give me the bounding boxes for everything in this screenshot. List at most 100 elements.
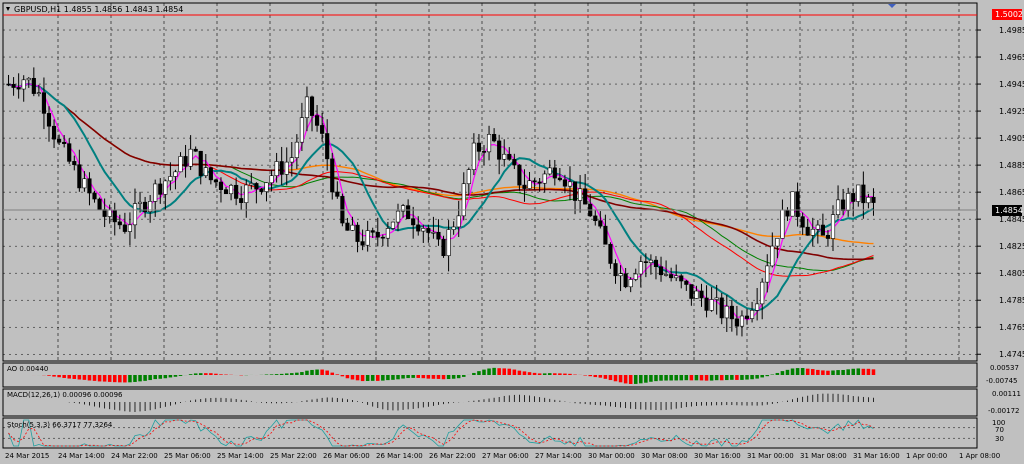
candle-body: [461, 183, 466, 217]
candle-body: [744, 315, 750, 319]
candle-body: [411, 218, 416, 226]
candle-body: [107, 209, 112, 217]
candle-body: [704, 297, 709, 311]
candle-body: [502, 153, 507, 160]
time-label: 25 Mar 06:00: [164, 452, 211, 460]
candle-body: [249, 183, 254, 186]
candle-body: [643, 261, 648, 263]
candle-body: [51, 125, 57, 140]
candle-body: [476, 142, 482, 152]
macd-histogram: [68, 393, 874, 412]
candle-body: [229, 184, 234, 195]
candle-body: [486, 134, 492, 153]
current-price-label: 1.4854: [995, 206, 1023, 215]
candle-body: [11, 83, 16, 88]
candle-body: [557, 177, 562, 181]
candle-body: [810, 228, 815, 236]
candle-body: [841, 199, 846, 211]
candle-body: [77, 164, 82, 189]
candle-body: [208, 167, 213, 181]
candle-body: [674, 275, 679, 279]
price-tick-label: 1.4985: [999, 26, 1024, 35]
time-label: 25 Mar 22:00: [270, 452, 317, 460]
candle-body: [158, 183, 163, 195]
ao-axis-bottom: -0.00745: [986, 377, 1017, 385]
stoch-axis-top: 100: [992, 419, 1005, 427]
candle-body: [552, 167, 557, 179]
candle-body: [603, 225, 608, 245]
candle-body: [623, 273, 628, 288]
candle-body: [532, 180, 537, 183]
price-tick-label: 1.4925: [999, 107, 1024, 116]
price-tick-label: 1.4965: [999, 53, 1024, 62]
candle-body: [653, 259, 659, 267]
candle-body: [729, 305, 734, 320]
stoch-signal-line: [8, 419, 874, 447]
candle-body: [658, 266, 664, 276]
price-tick-label: 1.4745: [999, 350, 1024, 359]
candle-body: [112, 209, 117, 223]
candle-body: [153, 183, 158, 202]
price-axis: 1.4985 1.4965 1.4945 1.4925 1.4905 1.4885 1.48…: [977, 26, 1024, 359]
candle-body: [370, 230, 375, 233]
price-tick-label: 1.4785: [999, 296, 1024, 305]
candle-body: [856, 184, 861, 202]
time-label: 24 Mar 2015: [5, 452, 49, 460]
candle-body: [350, 224, 355, 231]
candle-body: [234, 184, 239, 199]
candle-body: [264, 182, 269, 192]
candle-body: [132, 203, 138, 226]
time-label: 30 Mar 08:00: [641, 452, 688, 460]
time-label: 27 Mar 06:00: [482, 452, 529, 460]
candle-body: [325, 133, 330, 160]
candle-body: [36, 92, 41, 95]
stoch-label: Stoch(5,3,3) 66.3717 77.3264: [7, 421, 113, 429]
candle-body: [122, 224, 127, 232]
candle-body: [87, 178, 92, 194]
candle-body: [724, 305, 729, 319]
candle-body: [694, 290, 699, 299]
candle-body: [466, 169, 471, 185]
candle-body: [790, 191, 795, 217]
candle-body: [320, 125, 325, 134]
candle-body: [163, 180, 168, 195]
candle-body: [168, 176, 173, 182]
candle-body: [583, 188, 588, 205]
candle-body: [456, 215, 461, 228]
candle-body: [299, 117, 304, 143]
price-tick-label: 1.4865: [999, 188, 1024, 197]
time-label: 26 Mar 22:00: [429, 452, 476, 460]
candle-body: [669, 274, 674, 279]
candle-body: [517, 164, 522, 186]
candle-body: [436, 231, 441, 240]
candle-body: [664, 274, 669, 276]
candle-body: [512, 159, 517, 166]
candle-body: [431, 231, 436, 234]
candle-body: [578, 188, 583, 201]
candle-body: [72, 161, 77, 166]
candle-body: [41, 92, 47, 114]
collapse-arrow-icon[interactable]: [888, 4, 896, 8]
candle-body: [780, 209, 785, 239]
candle-body: [805, 226, 810, 236]
price-tick-label: 1.4905: [999, 134, 1024, 143]
candle-body: [395, 210, 401, 223]
candle-body: [648, 259, 653, 263]
candle-body: [714, 297, 719, 300]
stoch-level-low: 30: [995, 435, 1004, 443]
symbol-arrow-icon: [6, 7, 10, 11]
candle-body: [861, 184, 866, 204]
ao-axis-top: 0.00537: [990, 364, 1019, 372]
price-tick-label: 1.4805: [999, 269, 1024, 278]
time-label: 25 Mar 14:00: [217, 452, 264, 460]
candle-body: [239, 198, 244, 203]
candle-body: [406, 205, 411, 219]
time-label: 24 Mar 14:00: [58, 452, 105, 460]
ma-teal-line: [8, 82, 874, 312]
candle-body: [628, 279, 633, 288]
candle-body: [279, 161, 284, 175]
candle-body: [709, 299, 714, 311]
candle-body: [244, 184, 249, 203]
price-tick-label: 1.4765: [999, 323, 1024, 332]
candle-body: [755, 303, 760, 311]
